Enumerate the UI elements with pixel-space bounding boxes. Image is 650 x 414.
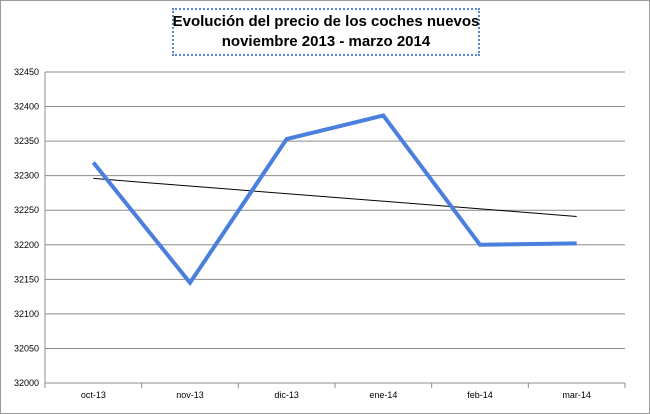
- y-tick-label: 32250: [14, 205, 39, 215]
- y-tick-label: 32400: [14, 102, 39, 112]
- series-line-0: [91, 113, 577, 287]
- x-tick-label: dic-13: [274, 390, 299, 400]
- y-tick-label: 32100: [14, 309, 39, 319]
- chart-title-line-2: noviembre 2013 - marzo 2014: [221, 33, 431, 50]
- trendline: [93, 177, 577, 217]
- x-tick-label: oct-13: [81, 390, 106, 400]
- y-tick-label: 32300: [14, 171, 39, 181]
- y-tick-label: 32050: [14, 343, 39, 353]
- y-tick-label: 32200: [14, 240, 39, 250]
- y-tick-label: 32150: [14, 274, 39, 284]
- chart-title-line-1: Evolución del precio de los coches nuevo…: [172, 13, 480, 30]
- x-tick-label: mar-14: [562, 390, 591, 400]
- y-tick-label: 32350: [14, 136, 39, 146]
- chart-title-box: Evolución del precio de los coches nuevo…: [172, 8, 480, 56]
- x-tick-label: feb-14: [467, 390, 493, 400]
- y-tick-label: 32450: [14, 67, 39, 77]
- x-tick-label: ene-14: [369, 390, 397, 400]
- x-tick-label: nov-13: [176, 390, 204, 400]
- y-tick-label: 32000: [14, 378, 39, 388]
